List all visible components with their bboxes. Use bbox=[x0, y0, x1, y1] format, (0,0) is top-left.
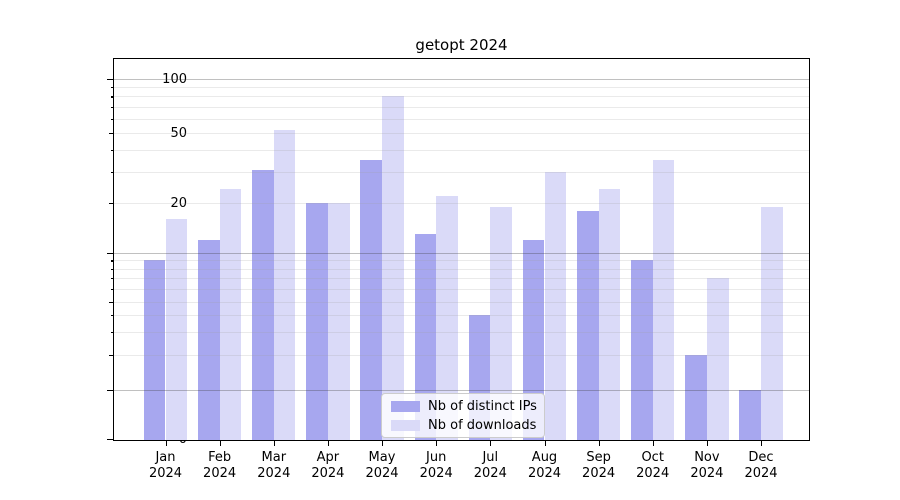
x-tick-mark-aug bbox=[544, 441, 546, 446]
x-tick-label-sep: Sep 2024 bbox=[582, 450, 616, 481]
y-minor-tick-70 bbox=[110, 106, 113, 108]
plot-area bbox=[113, 58, 810, 441]
gridline-y-100 bbox=[113, 79, 810, 80]
x-tick-label-apr: Apr 2024 bbox=[311, 450, 345, 481]
x-tick-mark-jan bbox=[165, 441, 167, 446]
gridline-y-50 bbox=[113, 133, 810, 134]
gridline-y-2 bbox=[113, 355, 810, 356]
bar-downloads-feb bbox=[219, 189, 242, 441]
y-minor-tick-8 bbox=[110, 268, 113, 270]
y-minor-tick-3 bbox=[110, 331, 113, 333]
bar-distinct-ips-dec bbox=[739, 390, 761, 441]
gridline-y-70 bbox=[113, 106, 810, 108]
bar-distinct-ips-jun bbox=[414, 234, 437, 441]
y-minor-tick-9 bbox=[110, 260, 113, 262]
legend-label-distinct-ips: Nb of distinct IPs bbox=[428, 398, 537, 414]
gridline-y-8 bbox=[113, 268, 810, 270]
gridline-y-10 bbox=[113, 253, 810, 254]
y-tick-mark-0 bbox=[107, 439, 113, 441]
bar-downloads-jul bbox=[490, 206, 512, 441]
bar-downloads-aug bbox=[544, 172, 567, 441]
gridline-y-1 bbox=[113, 390, 810, 391]
legend-swatch-distinct-ips bbox=[391, 400, 420, 412]
y-tick-mark-1 bbox=[107, 390, 113, 392]
bar-downloads-apr bbox=[327, 203, 350, 441]
bar-downloads-oct bbox=[652, 160, 675, 441]
bar-distinct-ips-oct bbox=[631, 260, 653, 441]
y-minor-tick-6 bbox=[110, 289, 113, 291]
bar-distinct-ips-jan bbox=[143, 260, 166, 441]
gridline-y-90 bbox=[113, 87, 810, 89]
x-tick-label-jul: Jul 2024 bbox=[473, 450, 507, 481]
gridline-y-80 bbox=[113, 96, 810, 98]
legend-swatch-downloads bbox=[391, 419, 420, 431]
y-tick-label-100: 100 bbox=[162, 71, 187, 87]
y-tick-mark-100 bbox=[107, 79, 113, 81]
bar-distinct-ips-aug bbox=[522, 239, 545, 441]
y-tick-label-20: 20 bbox=[170, 195, 187, 211]
x-tick-mark-sep bbox=[598, 441, 600, 446]
bar-downloads-mar bbox=[273, 129, 296, 441]
legend: Nb of distinct IPs Nb of downloads bbox=[381, 393, 545, 438]
gridline-y-5 bbox=[113, 302, 810, 303]
y-minor-tick-90 bbox=[110, 87, 113, 89]
bar-downloads-dec bbox=[761, 206, 783, 441]
bar-downloads-jan bbox=[165, 219, 188, 441]
x-tick-mark-jul bbox=[490, 441, 492, 446]
gridline-y-3 bbox=[113, 331, 810, 333]
y-tick-label-50: 50 bbox=[170, 125, 187, 141]
y-tick-mark-50 bbox=[109, 133, 113, 135]
gridline-y-30 bbox=[113, 172, 810, 173]
x-tick-mark-mar bbox=[273, 441, 275, 446]
y-tick-mark-5 bbox=[109, 302, 113, 304]
gridline-y-9 bbox=[113, 260, 810, 262]
x-tick-mark-apr bbox=[327, 441, 330, 446]
y-minor-tick-4 bbox=[110, 314, 113, 317]
x-tick-label-feb: Feb 2024 bbox=[203, 450, 237, 481]
gridline-y-20 bbox=[113, 203, 810, 204]
x-tick-label-aug: Aug 2024 bbox=[527, 450, 562, 481]
bar-distinct-ips-sep bbox=[576, 210, 599, 441]
gridline-y-7 bbox=[113, 278, 810, 280]
y-tick-mark-20 bbox=[109, 203, 113, 205]
bar-downloads-may bbox=[382, 96, 404, 441]
y-minor-tick-80 bbox=[110, 96, 113, 98]
chart-title: getopt 2024 bbox=[415, 36, 508, 54]
x-tick-mark-nov bbox=[706, 441, 709, 446]
legend-item-downloads: Nb of downloads bbox=[391, 417, 537, 433]
x-tick-mark-may bbox=[382, 441, 384, 446]
x-tick-label-dec: Dec 2024 bbox=[744, 450, 778, 481]
x-tick-label-jan: Jan 2024 bbox=[148, 450, 183, 481]
x-tick-label-jun: Jun 2024 bbox=[419, 450, 453, 481]
x-tick-mark-feb bbox=[219, 441, 221, 446]
x-tick-label-may: May 2024 bbox=[365, 450, 399, 481]
bar-distinct-ips-feb bbox=[197, 239, 220, 441]
x-tick-mark-oct bbox=[652, 441, 654, 446]
bar-distinct-ips-nov bbox=[685, 355, 707, 441]
x-tick-label-nov: Nov 2024 bbox=[690, 450, 724, 481]
y-minor-tick-30 bbox=[110, 172, 113, 174]
bar-downloads-nov bbox=[706, 278, 729, 441]
bar-distinct-ips-may bbox=[360, 160, 382, 441]
bar-downloads-sep bbox=[598, 189, 621, 441]
y-minor-tick-60 bbox=[110, 118, 113, 120]
gridline-y-60 bbox=[113, 118, 810, 120]
gridline-y-40 bbox=[113, 150, 810, 151]
y-tick-mark-10 bbox=[107, 253, 113, 255]
x-tick-mark-jun bbox=[436, 441, 438, 446]
legend-label-downloads: Nb of downloads bbox=[428, 417, 537, 433]
y-minor-tick-40 bbox=[110, 150, 113, 152]
bar-distinct-ips-mar bbox=[252, 169, 274, 441]
legend-item-distinct-ips: Nb of distinct IPs bbox=[391, 398, 537, 414]
gridline-y-4 bbox=[113, 314, 810, 316]
x-tick-label-mar: Mar 2024 bbox=[257, 450, 291, 481]
x-tick-label-oct: Oct 2024 bbox=[636, 450, 670, 481]
x-tick-mark-dec bbox=[761, 441, 763, 446]
gridline-y-6 bbox=[113, 289, 810, 291]
y-minor-tick-7 bbox=[110, 278, 113, 280]
bar-distinct-ips-apr bbox=[306, 203, 328, 441]
y-tick-mark-2 bbox=[109, 355, 113, 357]
bar-downloads-jun bbox=[436, 195, 458, 441]
